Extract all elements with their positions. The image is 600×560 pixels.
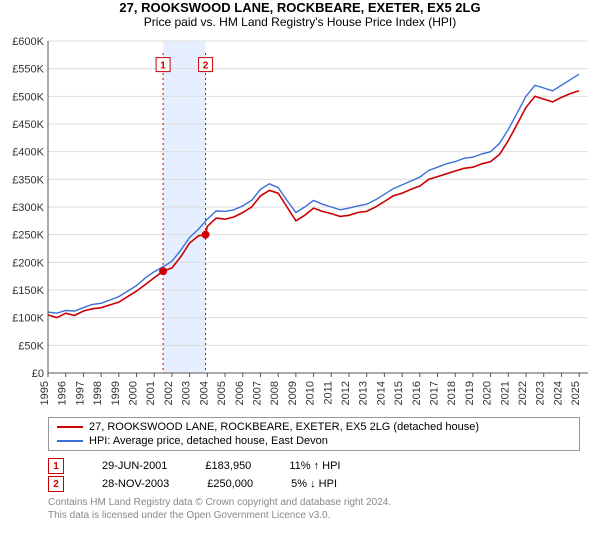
svg-text:£250K: £250K (12, 230, 44, 242)
svg-text:2018: 2018 (446, 381, 458, 405)
sale-delta: 11% ↑ HPI (289, 460, 340, 472)
svg-text:2009: 2009 (287, 381, 299, 405)
svg-text:£450K: £450K (12, 119, 44, 131)
sales-row: 1 29-JUN-2001 £183,950 11% ↑ HPI (48, 457, 580, 475)
svg-text:2019: 2019 (464, 381, 476, 405)
svg-text:£0: £0 (32, 368, 44, 380)
svg-text:2020: 2020 (482, 381, 494, 405)
footer-line: Contains HM Land Registry data © Crown c… (48, 497, 580, 510)
svg-text:2003: 2003 (181, 381, 193, 405)
svg-text:2008: 2008 (269, 381, 281, 405)
svg-text:2000: 2000 (128, 381, 140, 405)
svg-text:1997: 1997 (74, 381, 86, 405)
svg-text:2011: 2011 (322, 381, 334, 405)
sale-date: 29-JUN-2001 (102, 460, 167, 472)
legend-item: 27, ROOKSWOOD LANE, ROCKBEARE, EXETER, E… (57, 420, 571, 434)
legend-item: HPI: Average price, detached house, East… (57, 434, 571, 448)
svg-text:£300K: £300K (12, 202, 44, 214)
sale-price: £183,950 (205, 460, 251, 472)
svg-text:1998: 1998 (92, 381, 104, 405)
svg-text:2016: 2016 (411, 381, 423, 405)
legend-label: 27, ROOKSWOOD LANE, ROCKBEARE, EXETER, E… (89, 421, 479, 433)
svg-text:2015: 2015 (393, 381, 405, 405)
sale-marker-icon: 1 (48, 458, 64, 474)
svg-text:£350K: £350K (12, 174, 44, 186)
svg-text:2010: 2010 (305, 381, 317, 405)
legend-label: HPI: Average price, detached house, East… (89, 435, 328, 447)
svg-text:£200K: £200K (12, 257, 44, 269)
svg-text:2007: 2007 (251, 381, 263, 405)
svg-text:2013: 2013 (358, 381, 370, 405)
sale-delta: 5% ↓ HPI (291, 478, 337, 490)
svg-text:£400K: £400K (12, 147, 44, 159)
sale-date: 28-NOV-2003 (102, 478, 169, 490)
chart-title: 27, ROOKSWOOD LANE, ROCKBEARE, EXETER, E… (0, 0, 600, 15)
svg-text:1999: 1999 (110, 381, 122, 405)
svg-text:1: 1 (160, 61, 166, 72)
sale-marker-icon: 2 (48, 476, 64, 492)
svg-text:2014: 2014 (375, 381, 387, 405)
legend-swatch (57, 426, 83, 428)
svg-text:2022: 2022 (517, 381, 529, 405)
line-chart: 1 2 £0 £50K £100K £150K £200K £250K £300K £350K £4… (0, 33, 600, 413)
svg-text:£550K: £550K (12, 64, 44, 76)
svg-text:2021: 2021 (499, 381, 511, 405)
legend-swatch (57, 440, 83, 442)
svg-text:£150K: £150K (12, 285, 44, 297)
svg-text:1995: 1995 (39, 381, 51, 405)
footer-attribution: Contains HM Land Registry data © Crown c… (48, 497, 580, 522)
svg-text:2002: 2002 (163, 381, 175, 405)
sales-row: 2 28-NOV-2003 £250,000 5% ↓ HPI (48, 475, 580, 493)
svg-text:2024: 2024 (552, 381, 564, 405)
legend: 27, ROOKSWOOD LANE, ROCKBEARE, EXETER, E… (48, 417, 580, 451)
svg-text:2012: 2012 (340, 381, 352, 405)
svg-text:£50K: £50K (18, 340, 44, 352)
svg-text:£500K: £500K (12, 91, 44, 103)
svg-text:2001: 2001 (145, 381, 157, 405)
svg-text:£100K: £100K (12, 313, 44, 325)
svg-text:2: 2 (203, 61, 209, 72)
sale-price: £250,000 (207, 478, 253, 490)
sales-table: 1 29-JUN-2001 £183,950 11% ↑ HPI 2 28-NO… (48, 457, 580, 493)
svg-text:£600K: £600K (12, 36, 44, 48)
svg-text:2023: 2023 (535, 381, 547, 405)
svg-text:1996: 1996 (57, 381, 69, 405)
svg-text:2006: 2006 (234, 381, 246, 405)
svg-text:2004: 2004 (198, 381, 210, 405)
chart-subtitle: Price paid vs. HM Land Registry's House … (0, 15, 600, 29)
svg-text:2005: 2005 (216, 381, 228, 405)
svg-text:2017: 2017 (429, 381, 441, 405)
footer-line: This data is licensed under the Open Gov… (48, 510, 580, 523)
svg-text:2025: 2025 (570, 381, 582, 405)
